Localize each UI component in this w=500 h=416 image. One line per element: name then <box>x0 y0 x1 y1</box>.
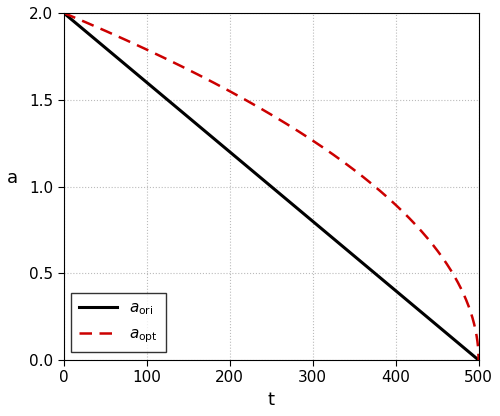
X-axis label: t: t <box>268 391 274 409</box>
Y-axis label: a: a <box>7 168 18 186</box>
Legend: $a_\mathregular{ori}$, $a_\mathregular{opt}$: $a_\mathregular{ori}$, $a_\mathregular{o… <box>72 292 166 352</box>
